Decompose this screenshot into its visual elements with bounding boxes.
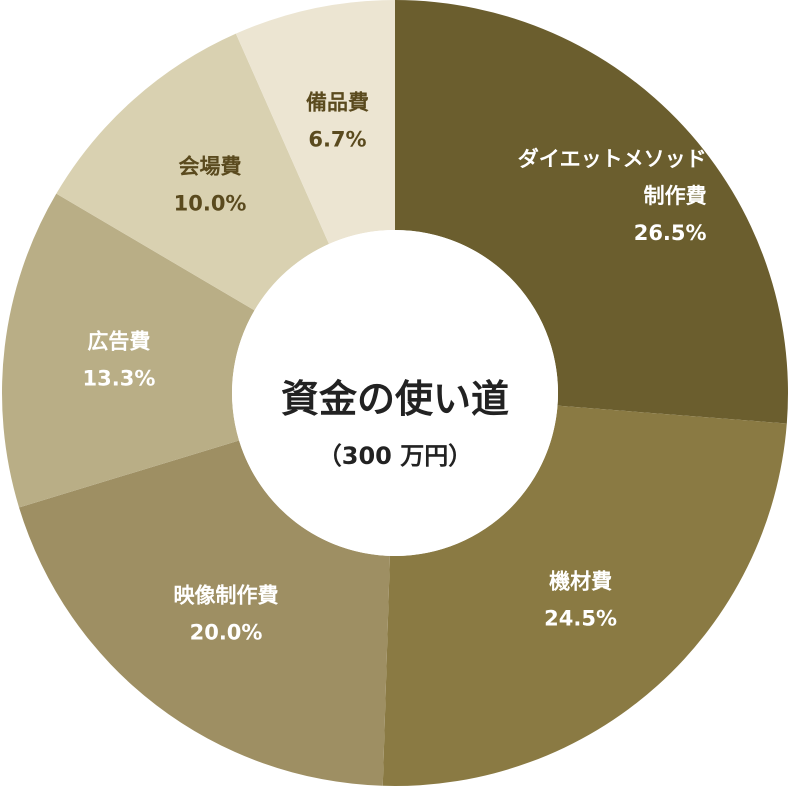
- category-label: 広告費: [87, 329, 151, 354]
- value-label: 26.5%: [633, 220, 707, 245]
- donut-slice: [235, 0, 395, 244]
- slice-label: ダイエットメソッド制作費 26.5%: [509, 141, 707, 251]
- value-label: 13.3%: [82, 366, 156, 391]
- donut-slice: [56, 33, 330, 311]
- slice-label: 映像制作費 20.0%: [174, 577, 279, 651]
- center-title: 資金の使い道: [280, 377, 510, 421]
- category-label: ダイエットメソッド制作費: [517, 146, 707, 208]
- donut-slice: [395, 0, 788, 424]
- category-label: 機材費: [549, 569, 613, 594]
- category-label: 映像制作費: [173, 583, 279, 608]
- slice-label: 機材費 24.5%: [544, 563, 617, 637]
- donut-slice: [1, 193, 255, 508]
- slice-label: 会場費 10.0%: [174, 149, 247, 223]
- value-label: 6.7%: [308, 127, 367, 151]
- slice-label: 広告費 13.3%: [83, 323, 156, 397]
- value-label: 20.0%: [189, 619, 263, 644]
- donut-slice: [382, 405, 787, 786]
- donut-hole: [232, 230, 558, 556]
- slice-label: 備品費 6.7%: [306, 84, 369, 158]
- value-label: 10.0%: [173, 191, 247, 216]
- category-label: 会場費: [178, 154, 242, 179]
- category-label: 備品費: [305, 90, 369, 115]
- value-label: 24.5%: [544, 605, 618, 630]
- donut-slice: [19, 440, 390, 786]
- center-subtitle: （300 万円）: [317, 442, 473, 470]
